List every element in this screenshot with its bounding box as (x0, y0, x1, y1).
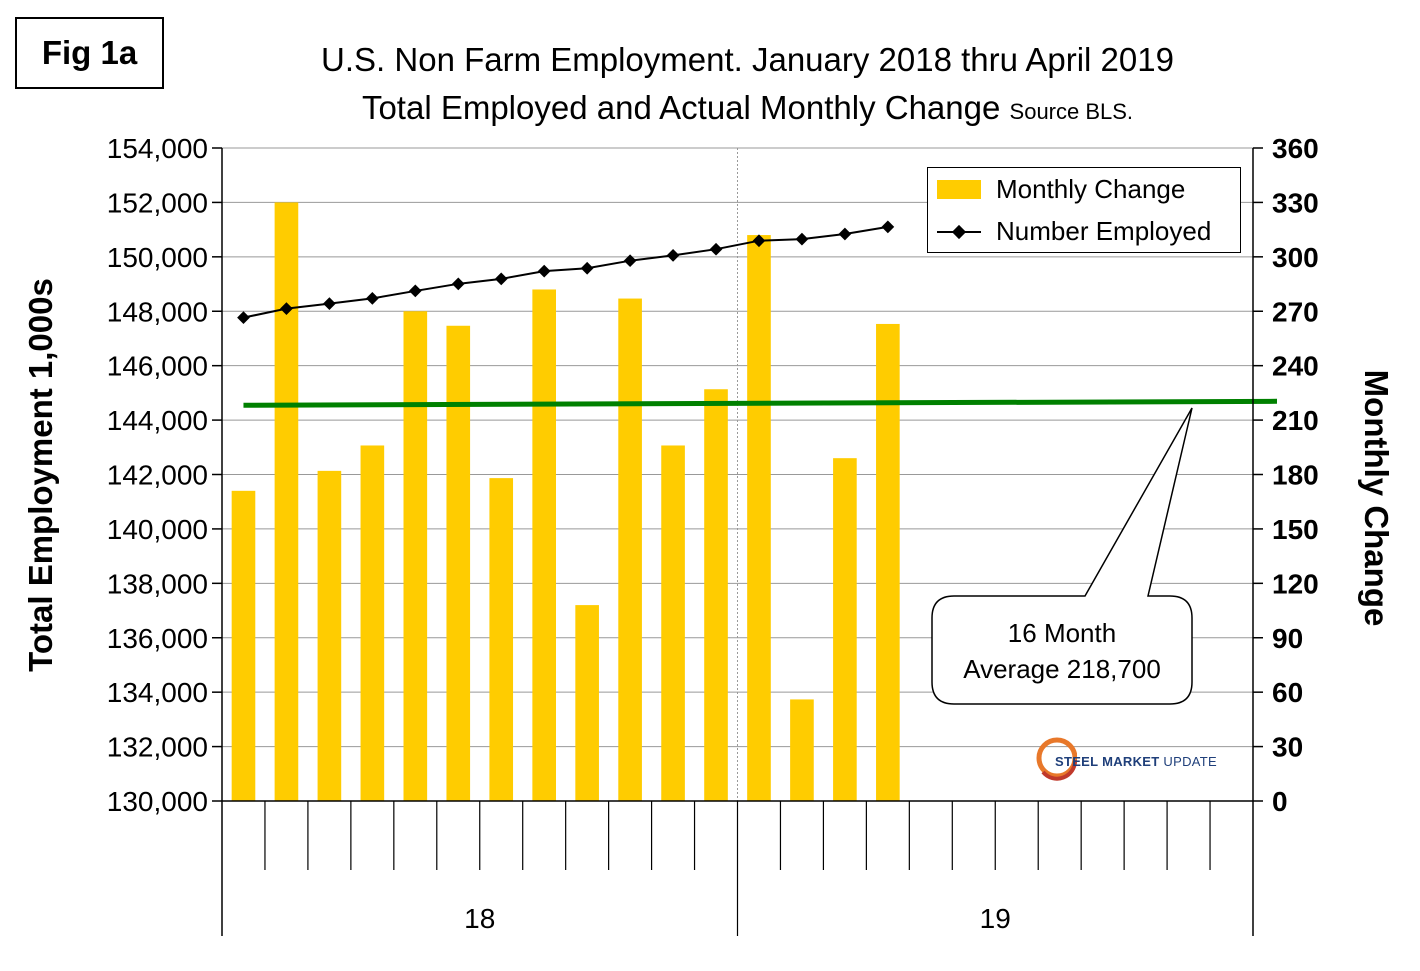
employment-point (280, 302, 293, 316)
gridlines (222, 147, 1253, 801)
bar (876, 323, 900, 801)
employment-point (838, 227, 852, 241)
employment-point (580, 261, 594, 275)
callout-line1: 16 Month (1008, 618, 1116, 648)
y-tick-label-right: 330 (1272, 187, 1319, 218)
y-axis-left-title: Total Employment 1,000s (22, 278, 59, 672)
title-line2-wrap: Total Employed and Actual Monthly Change… (165, 84, 1330, 136)
bar (446, 325, 471, 801)
bar (833, 458, 857, 801)
callout-bubble (931, 407, 1193, 705)
average-line-group (243, 398, 1278, 408)
employment-point (494, 272, 508, 286)
legend: Monthly Change Number Employed (927, 167, 1241, 253)
y-tick-label-left: 148,000 (107, 296, 208, 327)
y-tick-label-right: 90 (1272, 623, 1303, 654)
employment-point (666, 249, 680, 262)
legend-line-label: Number Employed (996, 216, 1212, 246)
title-line2: Total Employed and Actual Monthly Change (361, 89, 1001, 126)
bar (489, 478, 514, 801)
employment-point (237, 311, 250, 324)
bar (231, 490, 256, 801)
y-tick-label-right: 210 (1272, 405, 1319, 436)
bar (704, 389, 728, 801)
y-tick-label-left: 136,000 (107, 623, 208, 654)
employment-point (451, 277, 465, 291)
bar (661, 445, 685, 801)
bar-series (231, 202, 900, 802)
steel-market-update-logo: STEEL MARKET UPDATE (1007, 736, 1217, 786)
employment-point (795, 232, 809, 246)
y-tick-label-right: 300 (1272, 242, 1319, 273)
bar (790, 699, 814, 801)
x-year-label: 18 (464, 903, 495, 934)
title-line1: U.S. Non Farm Employment. January 2018 t… (321, 41, 1174, 78)
bar (317, 470, 342, 801)
line-series (237, 220, 895, 324)
y-tick-label-left: 130,000 (107, 786, 208, 817)
y-tick-label-left: 132,000 (107, 732, 208, 763)
y-tick-label-right: 60 (1272, 677, 1303, 708)
y-tick-label-right: 120 (1272, 568, 1319, 599)
employment-line (243, 225, 889, 319)
employment-point (537, 264, 551, 278)
y-tick-label-left: 140,000 (107, 514, 208, 545)
chart-title: U.S. Non Farm Employment. January 2018 t… (165, 36, 1330, 136)
employment-point (408, 284, 422, 298)
callout-group: 16 Month Average 218,700 (931, 407, 1193, 705)
legend-bars-label: Monthly Change (996, 174, 1186, 204)
logo-text: STEEL MARKET UPDATE (1055, 753, 1217, 769)
legend-line-swatch (937, 224, 981, 239)
y-tick-label-right: 30 (1272, 732, 1303, 763)
bar (360, 445, 385, 801)
employment-point (323, 297, 336, 311)
callout-line2: Average 218,700 (963, 654, 1161, 684)
y-tick-label-left: 142,000 (107, 460, 208, 491)
bar (274, 202, 299, 801)
y-tick-label-left: 150,000 (107, 242, 208, 273)
y-tick-label-left: 152,000 (107, 187, 208, 218)
legend-item-bars: Monthly Change (928, 174, 1185, 205)
bar (532, 289, 557, 801)
figure-label: Fig 1a (15, 17, 164, 89)
y-tick-label-right: 0 (1272, 786, 1288, 817)
legend-bar-swatch (937, 180, 981, 199)
y-axis-right-title: Monthly Change (1358, 370, 1395, 627)
y-tick-label-left: 154,000 (107, 133, 208, 164)
employment-point (709, 242, 723, 256)
y-tick-label-right: 270 (1272, 296, 1319, 327)
employment-point (365, 292, 379, 305)
employment-point (881, 220, 895, 234)
bar (747, 235, 771, 802)
y-tick-label-right: 150 (1272, 514, 1319, 545)
y-tick-label-right: 360 (1272, 133, 1319, 164)
x-year-label: 19 (980, 903, 1011, 934)
average-line (243, 398, 1278, 408)
legend-item-line: Number Employed (928, 216, 1211, 247)
bar (403, 311, 428, 801)
bar (575, 605, 599, 801)
y-tick-label-right: 180 (1272, 460, 1319, 491)
y-tick-label-left: 144,000 (107, 405, 208, 436)
axes (212, 147, 1263, 936)
tick-labels: 130,000 0 132,000 30 134,000 60 136,000 90 138,0… (107, 133, 1319, 934)
y-tick-label-right: 240 (1272, 351, 1319, 382)
y-tick-label-left: 134,000 (107, 677, 208, 708)
y-tick-label-left: 138,000 (107, 568, 208, 599)
logo-swoosh-icon (1036, 737, 1077, 781)
y-tick-label-left: 146,000 (107, 351, 208, 382)
bar (618, 298, 642, 801)
title-source: Source BLS. (1009, 99, 1134, 124)
employment-point (623, 254, 637, 268)
